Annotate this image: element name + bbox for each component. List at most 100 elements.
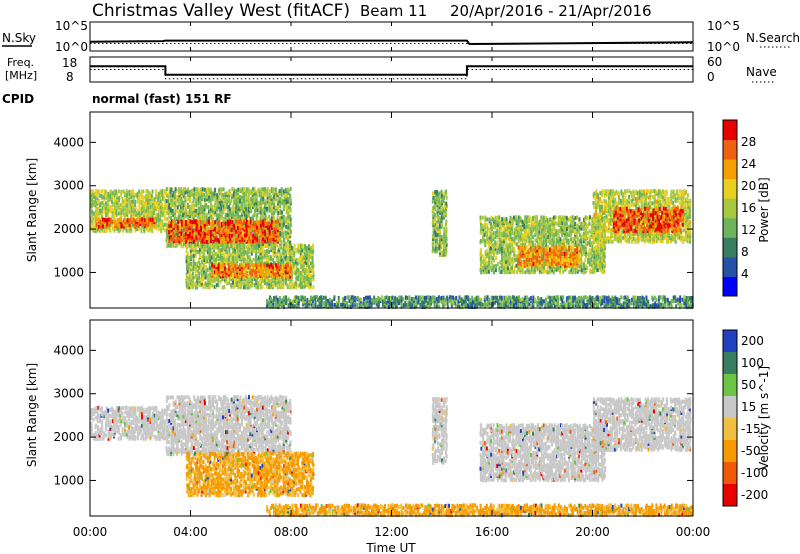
heat-cell (163, 222, 166, 227)
heat-cell (184, 187, 187, 192)
heat-cell (169, 206, 172, 211)
heat-cell (434, 242, 437, 247)
heat-cell (155, 205, 158, 210)
heat-cell (216, 227, 218, 232)
heat-cell (234, 212, 237, 217)
heat-cell (521, 233, 524, 238)
heat-cell (165, 222, 168, 227)
heat-cell (283, 195, 286, 200)
heat-cell (193, 222, 196, 227)
heat-cell (294, 259, 297, 264)
heat-cell (210, 239, 212, 244)
heat-cell (549, 231, 551, 236)
heat-cell (238, 284, 241, 289)
heat-cell (590, 256, 593, 261)
heat-cell (546, 270, 549, 275)
heat-cell (270, 246, 273, 251)
heat-cell (501, 265, 503, 270)
heat-cell (243, 212, 246, 217)
heat-cell (506, 225, 509, 230)
heat-cell (195, 187, 198, 192)
heat-cell (118, 205, 120, 210)
heat-cell (222, 239, 225, 244)
heat-cell (213, 191, 216, 196)
heat-cell (240, 205, 243, 210)
heat-cell (490, 241, 492, 246)
heat-cell (290, 255, 293, 260)
heat-cell (93, 225, 95, 230)
heat-cell (505, 264, 507, 269)
heat-cell (434, 205, 437, 210)
heat-cell (197, 197, 200, 201)
heat-cell (484, 262, 487, 266)
heat-cell (200, 269, 203, 274)
heat-cell (228, 245, 231, 250)
heat-cell (513, 258, 516, 263)
heat-cell (131, 217, 134, 222)
heat-cell (561, 265, 564, 270)
heat-cell (484, 256, 487, 261)
heat-cell (130, 229, 133, 234)
heat-cell (280, 192, 283, 197)
heat-cell (147, 214, 150, 219)
heat-cell (589, 268, 592, 273)
heat-cell (228, 193, 231, 198)
heat-cell (187, 237, 190, 242)
heat-cell (187, 223, 189, 228)
heat-cell (188, 243, 191, 248)
heat-cell (166, 203, 168, 208)
heat-cell (213, 205, 216, 210)
heat-cell (432, 247, 434, 251)
heat-cell (572, 242, 575, 247)
heat-cell (240, 285, 243, 290)
heat-cell (511, 265, 513, 270)
heat-cell (547, 225, 550, 230)
heat-cell (238, 271, 241, 275)
heat-cell (254, 230, 256, 234)
heat-cell (228, 197, 231, 201)
heat-cell (239, 219, 242, 224)
nave-right-top: 60 (707, 55, 722, 69)
heat-cell (247, 279, 250, 284)
heat-cell (228, 265, 231, 270)
heat-cell (197, 199, 200, 204)
heat-cell (434, 226, 437, 231)
heat-cell (214, 203, 216, 208)
heat-cell (184, 224, 187, 229)
heat-cell (513, 215, 515, 220)
heat-cell (186, 243, 189, 248)
heat-cell (188, 285, 191, 290)
heat-cell (525, 248, 528, 253)
heat-cell (174, 189, 177, 194)
heat-cell (532, 249, 534, 254)
heat-cell (546, 223, 549, 227)
heat-cell (273, 227, 275, 232)
heat-cell (256, 228, 259, 232)
heat-cell (444, 213, 447, 218)
heat-cell (99, 211, 102, 216)
heat-cell (99, 201, 102, 206)
heat-cell (431, 191, 434, 196)
heat-cell (480, 239, 482, 244)
heat-cell (503, 217, 505, 222)
heat-cell (592, 248, 595, 253)
heat-cell (140, 213, 143, 218)
heat-cell (279, 270, 282, 275)
heat-cell (591, 217, 594, 222)
heat-cell (198, 253, 201, 258)
heat-cell (234, 214, 237, 219)
heat-cell (113, 205, 116, 210)
heat-cell (195, 193, 198, 198)
heat-cell (128, 203, 131, 208)
heat-cell (249, 283, 252, 288)
heat-cell (301, 244, 304, 248)
heat-cell (168, 235, 171, 240)
heat-cell (195, 219, 198, 224)
heat-cell (282, 263, 285, 267)
heat-cell (172, 237, 175, 242)
heat-cell (487, 269, 490, 274)
heat-cell (534, 248, 537, 253)
heat-cell (237, 196, 240, 201)
heat-cell (588, 229, 591, 234)
heat-cell (543, 234, 546, 239)
